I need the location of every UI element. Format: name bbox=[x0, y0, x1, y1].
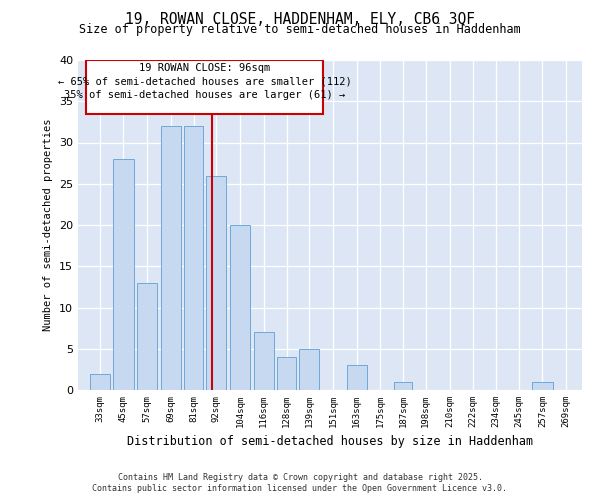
Y-axis label: Number of semi-detached properties: Number of semi-detached properties bbox=[43, 118, 53, 331]
Text: ← 65% of semi-detached houses are smaller (112): ← 65% of semi-detached houses are smalle… bbox=[58, 76, 352, 86]
Text: 35% of semi-detached houses are larger (61) →: 35% of semi-detached houses are larger (… bbox=[64, 90, 345, 100]
Bar bbox=[113, 159, 134, 390]
Bar bbox=[89, 374, 110, 390]
Bar bbox=[206, 176, 226, 390]
Text: Contains HM Land Registry data © Crown copyright and database right 2025.: Contains HM Land Registry data © Crown c… bbox=[118, 472, 482, 482]
Bar bbox=[137, 283, 157, 390]
Bar bbox=[277, 357, 296, 390]
Bar bbox=[230, 225, 250, 390]
Bar bbox=[347, 365, 367, 390]
Text: 19, ROWAN CLOSE, HADDENHAM, ELY, CB6 3QF: 19, ROWAN CLOSE, HADDENHAM, ELY, CB6 3QF bbox=[125, 12, 475, 28]
Bar bbox=[254, 332, 274, 390]
X-axis label: Distribution of semi-detached houses by size in Haddenham: Distribution of semi-detached houses by … bbox=[127, 436, 533, 448]
Bar bbox=[161, 126, 181, 390]
Text: Size of property relative to semi-detached houses in Haddenham: Size of property relative to semi-detach… bbox=[79, 24, 521, 36]
Text: 19 ROWAN CLOSE: 96sqm: 19 ROWAN CLOSE: 96sqm bbox=[139, 64, 270, 74]
FancyBboxPatch shape bbox=[86, 60, 323, 114]
Bar bbox=[299, 349, 319, 390]
Bar bbox=[394, 382, 412, 390]
Bar bbox=[532, 382, 553, 390]
Text: Contains public sector information licensed under the Open Government Licence v3: Contains public sector information licen… bbox=[92, 484, 508, 493]
Bar bbox=[184, 126, 203, 390]
